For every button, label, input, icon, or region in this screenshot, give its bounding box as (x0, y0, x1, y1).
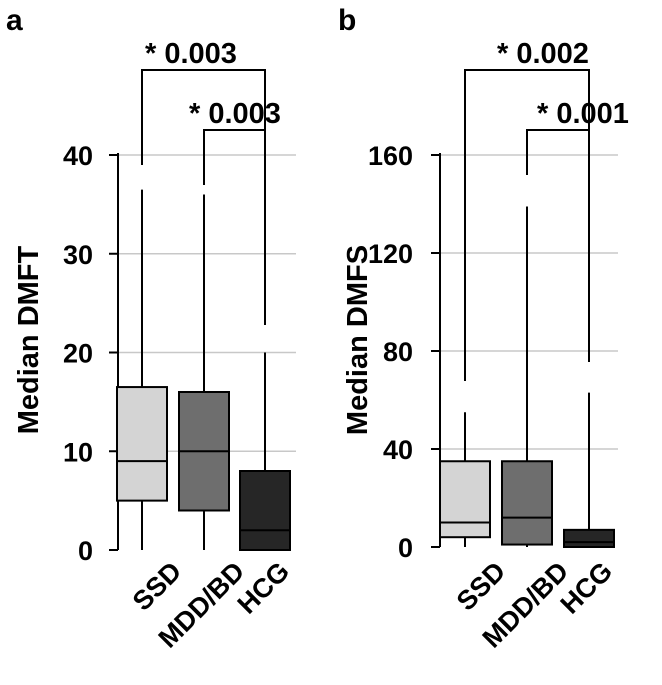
significance-label: * 0.003 (189, 98, 281, 130)
y-tick-label: 0 (398, 533, 413, 563)
significance-bracket (526, 129, 590, 362)
panel-label: b (338, 4, 356, 37)
x-category-label: HCG (232, 556, 296, 620)
y-axis-title: Median DMFT (13, 245, 45, 434)
box-ssd (439, 460, 491, 539)
box-mdd-bd (501, 460, 553, 546)
box-ssd (116, 386, 168, 502)
y-tick-label: 10 (63, 437, 93, 467)
y-tick-label: 120 (368, 239, 413, 269)
significance-label: * 0.001 (537, 98, 629, 130)
y-tick-label: 0 (78, 536, 93, 566)
box-hcg (239, 470, 291, 551)
y-tick-label: 80 (383, 337, 413, 367)
y-axis-title: Median DMFS (342, 245, 374, 435)
significance-bracket (203, 129, 266, 325)
box-hcg (563, 528, 615, 548)
y-tick-label: 160 (368, 141, 413, 171)
panel-label: a (6, 4, 23, 37)
y-tick-label: 40 (383, 435, 413, 465)
y-tick-label: 30 (63, 240, 93, 270)
significance-label: * 0.003 (145, 38, 237, 70)
significance-label: * 0.002 (497, 38, 589, 70)
x-category-label: HCG (555, 556, 619, 620)
y-tick-label: 40 (63, 141, 93, 171)
y-tick-label: 20 (63, 339, 93, 369)
